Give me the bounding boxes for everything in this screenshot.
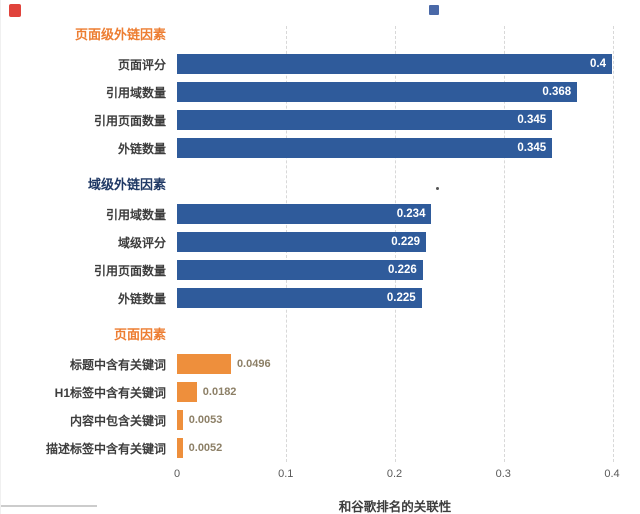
bar-row: 引用页面数量 0.345 [9, 106, 612, 134]
group-title: 页面级外链因素 [74, 27, 166, 42]
bar-row: 标题中含有关键词 0.0496 [9, 350, 612, 378]
bar-track: 0.4 [177, 54, 612, 74]
bar [177, 354, 231, 374]
x-tick-label: 0.3 [495, 468, 511, 480]
bar [177, 410, 183, 430]
value-label: 0.4 [590, 58, 606, 70]
category-label: 标题中含有关键词 [69, 357, 166, 372]
bar: 0.345 [177, 110, 553, 130]
category-label: 外链数量 [117, 291, 166, 306]
bar-track: 0.0052 [177, 438, 612, 458]
bar-row: 描述标签中含有关键词 0.0052 [9, 434, 612, 462]
x-tick-label: 0.2 [386, 468, 403, 480]
group-title: 页面因素 [113, 327, 166, 342]
bar: 0.234 [177, 204, 432, 224]
bar-track: 0.226 [177, 260, 612, 280]
small-dot-icon [436, 187, 439, 190]
value-label: 0.345 [517, 114, 547, 126]
x-tick-label: 0.1 [278, 468, 294, 480]
category-label: 引用域数量 [105, 85, 166, 100]
bar-track: 0.345 [177, 110, 612, 130]
bar: 0.4 [177, 54, 612, 74]
bar-track: 0.0182 [177, 382, 612, 402]
category-label: 引用页面数量 [93, 263, 166, 278]
gridline [613, 26, 614, 462]
value-label: 0.345 [517, 142, 547, 154]
bar-track: 0.225 [177, 288, 612, 308]
value-label: 0.0496 [236, 358, 271, 370]
bar-track: 0.345 [177, 138, 612, 158]
category-label: 引用页面数量 [93, 113, 166, 128]
bar-row: 外链数量 0.345 [9, 134, 612, 162]
bar-row: 外链数量 0.225 [9, 284, 612, 312]
bar-track: 0.0496 [177, 354, 612, 374]
bar: 0.225 [177, 288, 422, 308]
bar-track: 0.234 [177, 204, 612, 224]
bar: 0.368 [177, 82, 578, 102]
value-label: 0.0052 [188, 442, 223, 454]
value-label: 0.368 [542, 86, 572, 98]
value-label: 0.234 [396, 208, 426, 220]
bar-row: 域级评分 0.229 [9, 228, 612, 256]
bar-row: 内容中包含关键词 0.0053 [9, 406, 612, 434]
bar [177, 438, 183, 458]
x-tick-label: 0 [173, 468, 181, 480]
category-label: 描述标签中含有关键词 [45, 441, 166, 456]
bar-track: 0.0053 [177, 410, 612, 430]
x-tick-labels: 0 0.1 0.2 0.3 0.4 [173, 468, 620, 482]
bar-row: 引用页面数量 0.226 [9, 256, 612, 284]
bar-row: 引用域数量 0.234 [9, 200, 612, 228]
bar-row: 页面评分 0.4 [9, 50, 612, 78]
value-label: 0.0182 [202, 386, 237, 398]
red-marker-icon [9, 4, 21, 17]
bar-track: 0.229 [177, 232, 612, 252]
value-label: 0.225 [386, 292, 416, 304]
bar-chart: 页面级外链因素页面评分 0.4 引用域数量 0.368 引用页面数量 0.345 外链数量 0… [9, 26, 612, 462]
blue-square-icon [429, 5, 439, 15]
bar: 0.229 [177, 232, 427, 252]
category-label: 引用域数量 [105, 207, 166, 222]
value-label: 0.0053 [188, 414, 223, 426]
bar: 0.226 [177, 260, 423, 280]
category-label: 域级评分 [117, 235, 166, 250]
bar-row: 引用域数量 0.368 [9, 78, 612, 106]
bar-row: H1标签中含有关键词 0.0182 [9, 378, 612, 406]
category-label: 页面评分 [117, 57, 166, 72]
bar: 0.345 [177, 138, 553, 158]
category-label: H1标签中含有关键词 [54, 385, 166, 400]
x-tick-label: 0.4 [604, 468, 620, 480]
bottom-edge-line [1, 505, 97, 507]
x-axis: 0 0.1 0.2 0.3 0.4 [9, 468, 620, 482]
category-label: 内容中包含关键词 [69, 413, 166, 428]
group-title: 域级外链因素 [87, 177, 166, 192]
value-label: 0.229 [391, 236, 421, 248]
axis-spacer [9, 468, 177, 482]
category-label: 外链数量 [117, 141, 166, 156]
bar-track: 0.368 [177, 82, 612, 102]
bar [177, 382, 197, 402]
value-label: 0.226 [387, 264, 417, 276]
x-axis-title: 和谷歌排名的关联性 [338, 500, 452, 514]
